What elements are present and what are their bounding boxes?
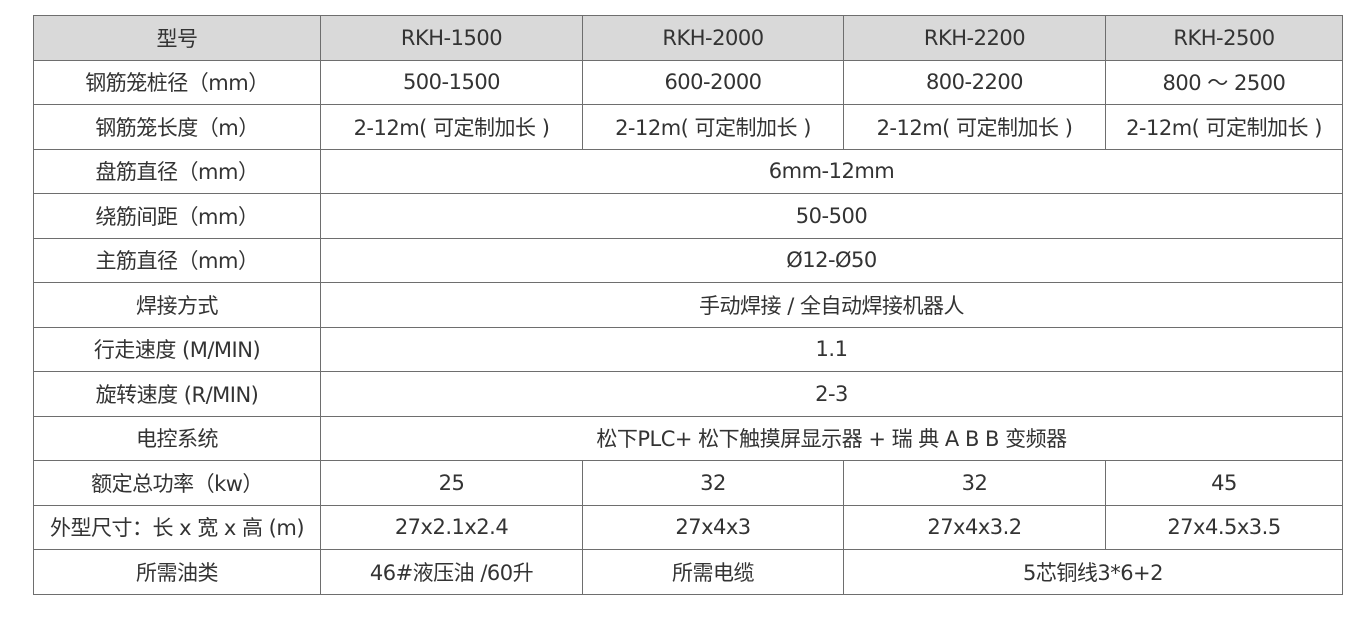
header-cell: RKH-2500	[1105, 15, 1343, 61]
table-cell: 800-2200	[843, 59, 1106, 105]
table-cell: 500-1500	[320, 59, 583, 105]
row-label: 焊接方式	[33, 282, 321, 328]
table-cell: 1.1	[320, 326, 1343, 372]
table-row: 盘筋直径（mm） 6mm-12mm	[33, 148, 1343, 194]
table-cell: 50-500	[320, 193, 1343, 239]
header-cell: RKH-1500	[320, 15, 583, 61]
spec-table: 型号 RKH-1500 RKH-2000 RKH-2200 RKH-2500 钢…	[33, 15, 1343, 595]
table-cell: 2-12m( 可定制加长 )	[320, 104, 583, 150]
table-cell: 25	[320, 460, 583, 506]
table-cell: 松下PLC+ 松下触摸屏显示器 + 瑞 典 A B B 变频器	[320, 415, 1343, 461]
row-label: 行走速度 (M/MIN)	[33, 326, 321, 372]
table-row: 主筋直径（mm） Ø12-Ø50	[33, 237, 1343, 283]
table-cell: 27x4x3	[582, 504, 844, 550]
table-cell: 2-12m( 可定制加长 )	[843, 104, 1106, 150]
table-row: 电控系统 松下PLC+ 松下触摸屏显示器 + 瑞 典 A B B 变频器	[33, 415, 1343, 461]
table-cell: 800 ～ 2500	[1105, 59, 1343, 105]
table-cell: Ø12-Ø50	[320, 237, 1343, 283]
row-label: 额定总功率（kw）	[33, 460, 321, 506]
table-row: 绕筋间距（mm） 50-500	[33, 193, 1343, 239]
table-cell: 45	[1105, 460, 1343, 506]
table-cell: 32	[843, 460, 1106, 506]
table-row: 外型尺寸：长 x 宽 x 高 (m) 27x2.1x2.4 27x4x3 27x4x3…	[33, 504, 1343, 550]
table-cell: 2-3	[320, 371, 1343, 417]
table-cell: 600-2000	[582, 59, 844, 105]
header-cell: RKH-2200	[843, 15, 1106, 61]
table-cell: 27x2.1x2.4	[320, 504, 583, 550]
table-cell: 2-12m( 可定制加长 )	[582, 104, 844, 150]
header-cell: RKH-2000	[582, 15, 844, 61]
table-row: 焊接方式 手动焊接 / 全自动焊接机器人	[33, 282, 1343, 328]
table-cell: 27x4.5x3.5	[1105, 504, 1343, 550]
header-row: 型号 RKH-1500 RKH-2000 RKH-2200 RKH-2500	[33, 15, 1343, 61]
table-row: 钢筋笼桩径（mm） 500-1500 600-2000 800-2200 800 ～ 2…	[33, 59, 1343, 105]
row-label: 钢筋笼长度（m）	[33, 104, 321, 150]
table-cell: 5芯铜线3*6+2	[843, 549, 1343, 595]
table-cell: 32	[582, 460, 844, 506]
table-cell: 所需电缆	[582, 549, 844, 595]
header-cell: 型号	[33, 15, 321, 61]
table-row: 所需油类 46#液压油 /60升 所需电缆 5芯铜线3*6+2	[33, 549, 1343, 595]
table-cell: 2-12m( 可定制加长 )	[1105, 104, 1343, 150]
table-row: 行走速度 (M/MIN) 1.1	[33, 326, 1343, 372]
table-cell: 手动焊接 / 全自动焊接机器人	[320, 282, 1343, 328]
row-label: 钢筋笼桩径（mm）	[33, 59, 321, 105]
table-row: 旋转速度 (R/MIN) 2-3	[33, 371, 1343, 417]
table-cell: 27x4x3.2	[843, 504, 1106, 550]
row-label: 所需油类	[33, 549, 321, 595]
row-label: 电控系统	[33, 415, 321, 461]
table-cell: 46#液压油 /60升	[320, 549, 583, 595]
row-label: 主筋直径（mm）	[33, 237, 321, 283]
row-label: 盘筋直径（mm）	[33, 148, 321, 194]
table-cell: 6mm-12mm	[320, 148, 1343, 194]
table-row: 额定总功率（kw） 25 32 32 45	[33, 460, 1343, 506]
row-label: 绕筋间距（mm）	[33, 193, 321, 239]
row-label: 外型尺寸：长 x 宽 x 高 (m)	[33, 504, 321, 550]
row-label: 旋转速度 (R/MIN)	[33, 371, 321, 417]
table-row: 钢筋笼长度（m） 2-12m( 可定制加长 ) 2-12m( 可定制加长 ) 2-12…	[33, 104, 1343, 150]
